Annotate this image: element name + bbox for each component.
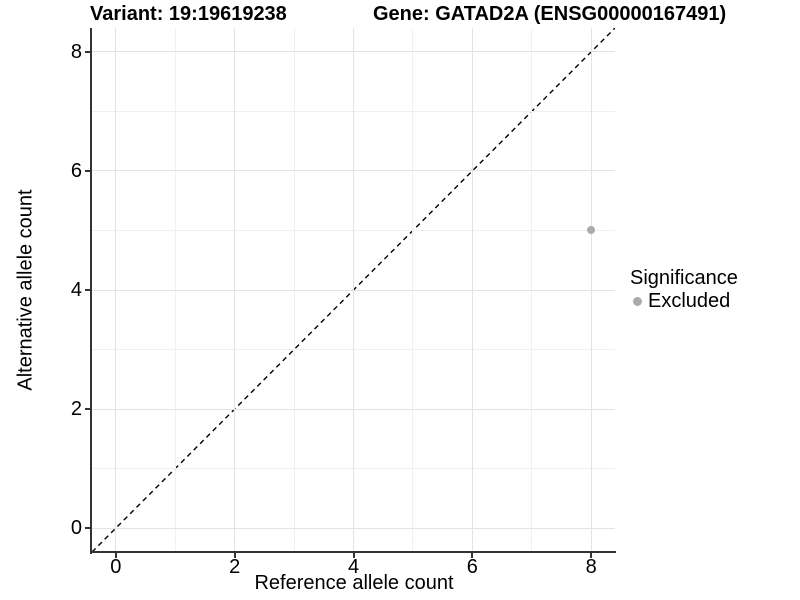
major-gridline-horizontal [92,51,615,53]
y-tick-mark [85,169,90,172]
x-tick-mark [590,553,593,558]
y-tick-mark [85,527,90,530]
x-tick-mark [233,553,236,558]
legend-key-dot-icon [633,297,642,306]
x-tick-label: 0 [110,556,122,578]
major-gridline-horizontal [92,170,615,172]
y-tick-mark [85,289,90,291]
y-tick-mark [85,50,90,53]
major-gridline-horizontal [92,408,615,410]
y-tick-label: 8 [70,40,82,63]
y-tick-label: 6 [70,159,82,182]
y-tick-label: 4 [70,279,82,301]
x-tick-label: 8 [585,556,597,578]
x-tick-mark [471,553,474,558]
y-tick-mark [85,408,90,411]
x-tick-label: 2 [229,556,241,578]
x-axis-title: Reference allele count [254,572,454,594]
x-tick-mark [352,553,355,558]
data-point [587,226,596,235]
x-tick-mark [114,553,117,558]
major-gridline-horizontal [92,289,615,291]
y-axis-line [90,28,92,554]
gene-title: Gene: GATAD2A (ENSG00000167491) [373,3,727,25]
plot-panel [92,28,615,552]
legend-entry-excluded: Excluded [630,290,738,313]
y-tick-label: 2 [70,398,82,421]
x-tick-label: 4 [347,556,360,578]
x-axis-line [90,551,616,553]
variant-title: Variant: 19:19619238 [90,3,287,25]
y-axis-title: Alternative allele count [14,189,37,391]
legend: Significance Excluded [630,267,738,313]
legend-entry-label: Excluded [648,290,731,312]
x-tick-label: 6 [466,556,478,578]
major-gridline-horizontal [92,527,615,529]
legend-title: Significance [630,267,738,289]
y-tick-label: 0 [70,517,82,540]
